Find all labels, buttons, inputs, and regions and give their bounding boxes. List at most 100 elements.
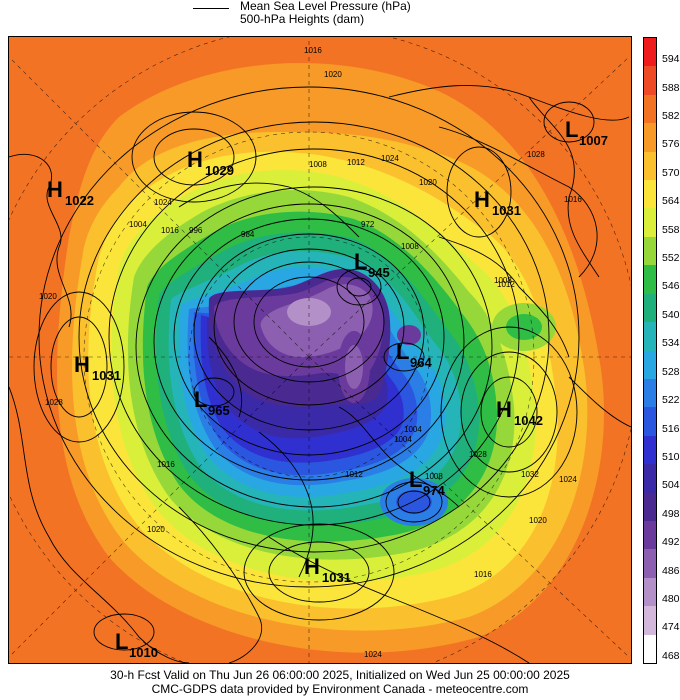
colorbar-label: 558 bbox=[662, 223, 680, 236]
colorbar-segment bbox=[644, 549, 656, 579]
isobar-value-label: 996 bbox=[189, 226, 203, 235]
isobar-value-label: 1028 bbox=[45, 398, 63, 407]
isobar-value-label: 1012 bbox=[345, 470, 363, 479]
weather-map: H 1029 H 1022 H 1031 L 1007 H 1031 L 945 L 964 L 965 H 10… bbox=[8, 36, 632, 664]
pressure-value: 965 bbox=[208, 403, 230, 418]
colorbar-label: 576 bbox=[662, 138, 680, 151]
low-pressure-marker: L bbox=[194, 387, 207, 412]
isobar-value-label: 1004 bbox=[129, 220, 147, 229]
pressure-value: 1007 bbox=[579, 133, 608, 148]
high-pressure-marker: H bbox=[474, 187, 490, 212]
colorbar-segment bbox=[644, 435, 656, 465]
colorbar-label: 534 bbox=[662, 337, 680, 350]
colorbar-label: 474 bbox=[662, 621, 680, 634]
low-pressure-marker: L bbox=[565, 117, 578, 142]
colorbar-segment bbox=[644, 236, 656, 266]
pressure-value: 1031 bbox=[322, 570, 351, 585]
isobar-value-label: 1024 bbox=[559, 475, 577, 484]
colorbar-label: 582 bbox=[662, 110, 680, 123]
high-pressure-marker: H bbox=[496, 397, 512, 422]
pressure-value: 1042 bbox=[514, 413, 543, 428]
colorbar-label: 498 bbox=[662, 507, 680, 520]
data-credit: CMC-GDPS data provided by Environment Ca… bbox=[151, 682, 529, 696]
high-pressure-marker: H bbox=[74, 352, 90, 377]
isobar-value-label: 1024 bbox=[381, 154, 399, 163]
colorbar-label: 546 bbox=[662, 280, 680, 293]
colorbar-label: 510 bbox=[662, 450, 680, 463]
forecast-validity: 30-h Fcst Valid on Thu Jun 26 06:00:00 2… bbox=[110, 668, 570, 682]
isobar-value-label: 1004 bbox=[394, 435, 412, 444]
colorbar-label: 522 bbox=[662, 394, 680, 407]
legend-header: Mean Sea Level Pressure (hPa) 500-hPa He… bbox=[0, 0, 680, 34]
isobar-value-label: 1016 bbox=[564, 195, 582, 204]
low-pressure-marker: L bbox=[396, 339, 409, 364]
colorbar-label: 480 bbox=[662, 592, 680, 605]
isobar-legend-line bbox=[193, 8, 229, 9]
colorbar-label: 528 bbox=[662, 365, 680, 378]
colorbar-segment bbox=[644, 208, 656, 238]
colorbar-segment bbox=[644, 634, 656, 664]
isobar-value-label: 1024 bbox=[364, 650, 382, 659]
colorbar-segment bbox=[644, 350, 656, 380]
colorbar-label: 492 bbox=[662, 536, 680, 549]
isobar-value-label: 1016 bbox=[161, 226, 179, 235]
pressure-value: 945 bbox=[368, 265, 390, 280]
height-lobe-486 bbox=[345, 345, 363, 389]
isobar-value-label: 1016 bbox=[304, 46, 322, 55]
low-pressure-marker: L bbox=[115, 629, 128, 654]
colorbar-segment bbox=[644, 606, 656, 636]
high-pressure-marker: H bbox=[47, 177, 63, 202]
isobar-value-label: 1012 bbox=[347, 158, 365, 167]
pressure-value: 1029 bbox=[205, 163, 234, 178]
colorbar-label: 540 bbox=[662, 308, 680, 321]
isobar-value-label: 972 bbox=[361, 220, 375, 229]
isobar-value-label: 1028 bbox=[527, 150, 545, 159]
colorbar-segment bbox=[644, 407, 656, 437]
colorbar-label: 564 bbox=[662, 195, 680, 208]
isobar-value-label: 1008 bbox=[425, 472, 443, 481]
colorbar-label: 594 bbox=[662, 53, 680, 66]
colorbar-label: 468 bbox=[662, 649, 680, 662]
map-footer: 30-h Fcst Valid on Thu Jun 26 06:00:00 2… bbox=[0, 668, 680, 696]
isobar-value-label: 1020 bbox=[419, 178, 437, 187]
colorbar-segment bbox=[644, 520, 656, 550]
isobar-value-label: 1028 bbox=[469, 450, 487, 459]
isobars bbox=[33, 86, 595, 651]
isobar-value-label: 1012 bbox=[497, 280, 515, 289]
isobar-value-label: 1020 bbox=[147, 525, 165, 534]
high-pressure-marker: H bbox=[187, 147, 203, 172]
pacific-trough-core bbox=[506, 314, 542, 340]
colorbar-label: 504 bbox=[662, 479, 680, 492]
high-pressure-marker: H bbox=[304, 554, 320, 579]
colorbar-segment bbox=[644, 180, 656, 209]
isobar-value-label: 1008 bbox=[401, 242, 419, 251]
colorbar-label: 570 bbox=[662, 166, 680, 179]
isobar-value-label: 1016 bbox=[474, 570, 492, 579]
pressure-value: 974 bbox=[423, 483, 445, 498]
pressure-value: 1022 bbox=[65, 193, 94, 208]
isobar-value-label: 1004 bbox=[404, 425, 422, 434]
pressure-value: 1010 bbox=[129, 645, 158, 660]
isobar-value-label: 1020 bbox=[39, 292, 57, 301]
low-pressure-marker: L bbox=[409, 467, 422, 492]
isobar-legend-label: Mean Sea Level Pressure (hPa) bbox=[240, 0, 411, 13]
pressure-value: 964 bbox=[410, 355, 432, 370]
isobar-value-label: 1032 bbox=[521, 470, 539, 479]
isobar-value-label: 984 bbox=[241, 230, 255, 239]
isobar-value-label: 1020 bbox=[529, 516, 547, 525]
height-band-480 bbox=[287, 298, 331, 326]
colorbar-segment bbox=[644, 378, 656, 408]
isobar-value-label: 1008 bbox=[494, 276, 512, 285]
colorbar-segment bbox=[644, 151, 656, 181]
colorbar-label: 588 bbox=[662, 81, 680, 94]
colorbar-segment bbox=[644, 492, 656, 522]
colorbar-label: 516 bbox=[662, 422, 680, 435]
colorbar-segment bbox=[644, 265, 656, 295]
colorbar-segment bbox=[644, 94, 656, 124]
colorbar-segment bbox=[644, 464, 656, 494]
isobar-value-label: 1016 bbox=[157, 460, 175, 469]
isobar-value-label: 1020 bbox=[324, 70, 342, 79]
